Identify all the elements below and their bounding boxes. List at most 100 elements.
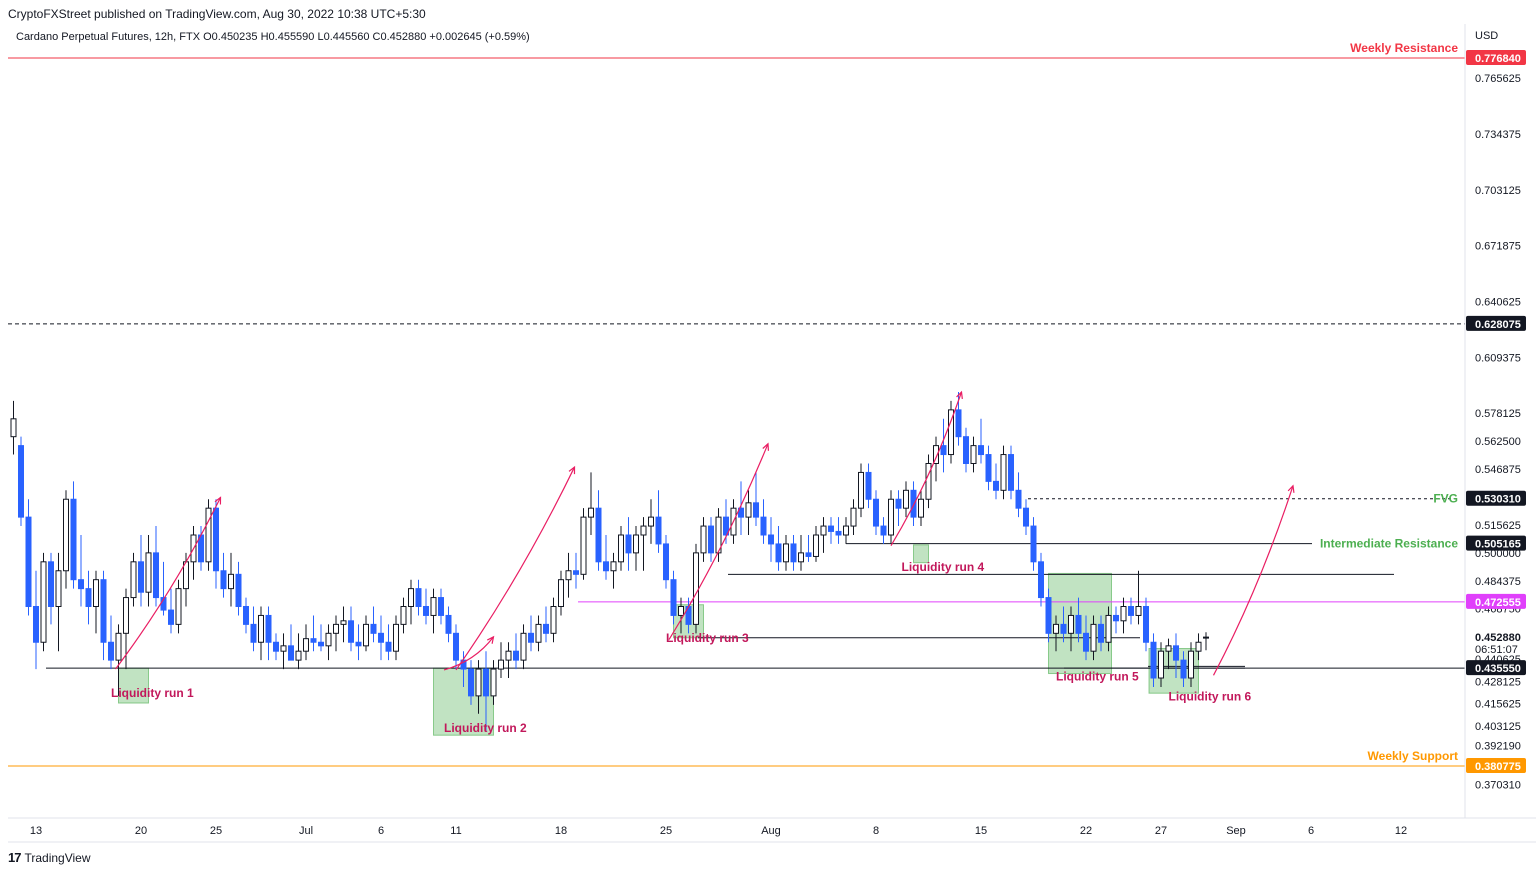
arrow-head — [568, 465, 576, 475]
candle — [865, 463, 872, 509]
arrow-path — [890, 391, 963, 547]
candle — [348, 606, 354, 652]
candle-body — [625, 534, 632, 554]
candle — [1188, 642, 1194, 687]
candle — [850, 499, 857, 535]
x-tick-label: 12 — [1395, 825, 1407, 837]
candle-body — [423, 606, 429, 616]
candle — [25, 499, 32, 616]
candle-body — [970, 445, 977, 464]
candle-body — [1105, 614, 1112, 643]
price-label-bg — [1466, 593, 1526, 609]
candle — [820, 517, 827, 553]
level-label: Intermediate Resistance — [1320, 537, 1458, 551]
candle-body — [175, 588, 182, 625]
candle-body — [438, 597, 444, 616]
candle — [603, 534, 609, 580]
candle-body — [513, 650, 519, 661]
candle-body — [130, 561, 137, 599]
candle — [633, 526, 639, 571]
candle — [828, 517, 834, 544]
price-label-text: 0.380775 — [1475, 761, 1521, 773]
price-axis-label: 0.380775 — [1466, 758, 1526, 773]
arrow-head — [214, 496, 222, 505]
candle-body — [580, 516, 587, 575]
candle-body — [670, 579, 677, 616]
candle-body — [430, 597, 437, 616]
candle — [558, 570, 564, 616]
candle-body — [1128, 606, 1134, 616]
arrow-head — [1287, 484, 1295, 493]
candle-body — [250, 623, 257, 643]
y-tick-label: 0.609375 — [1475, 352, 1521, 364]
candle-body — [1060, 623, 1067, 634]
candle-body — [693, 552, 699, 625]
trend-arrow — [890, 390, 963, 547]
price-axis-label: 0.530310 — [1466, 490, 1526, 506]
candle-body — [1135, 606, 1142, 616]
candle — [888, 490, 894, 544]
price-axis-label: 0.628075 — [1466, 315, 1526, 331]
candle-body — [1098, 623, 1104, 643]
candle-body — [610, 561, 617, 572]
arrow-head — [956, 390, 963, 400]
candle-body — [393, 623, 399, 652]
candle — [835, 517, 842, 544]
liquidity-run-label: Liquidity run 1 — [111, 686, 194, 700]
candle — [775, 526, 782, 571]
y-tick-label: 0.671875 — [1475, 241, 1521, 253]
candle — [370, 606, 377, 643]
candle — [108, 615, 114, 670]
candle-body — [1075, 614, 1082, 634]
candle-body — [1120, 606, 1127, 622]
candle — [400, 597, 407, 634]
candle — [1150, 633, 1157, 687]
candle — [78, 534, 84, 607]
candle-body — [903, 489, 909, 509]
candle-body — [355, 641, 362, 647]
tradingview-logo-icon: 17 — [8, 850, 22, 865]
candle-body — [1203, 636, 1209, 639]
x-tick-label: 18 — [555, 825, 567, 837]
candles — [10, 391, 1209, 732]
candle — [1000, 445, 1007, 500]
candle-body — [70, 498, 77, 581]
level-label: Weekly Support — [1368, 749, 1458, 763]
candle-body — [873, 498, 879, 527]
candle — [1098, 615, 1104, 652]
candle — [228, 552, 234, 607]
y-tick-label: 0.392190 — [1475, 741, 1521, 753]
candle — [663, 534, 669, 589]
candle — [708, 517, 714, 562]
candle — [618, 526, 624, 571]
candle — [880, 517, 887, 544]
candle — [978, 418, 984, 464]
candle-body — [288, 645, 294, 661]
candle — [1180, 651, 1187, 687]
candle — [273, 633, 279, 661]
candle — [738, 481, 744, 535]
level-label: Weekly Resistance — [1350, 41, 1458, 55]
candle-body — [640, 525, 647, 536]
trend-arrow — [443, 635, 495, 671]
liquidity-zone — [118, 667, 149, 704]
price-label-text: 0.452880 — [1475, 632, 1521, 644]
candle-body — [745, 502, 752, 518]
x-tick-label: 15 — [975, 825, 987, 837]
x-tick-label: 6 — [1308, 825, 1314, 837]
tradingview-logo[interactable]: 17 TradingView — [8, 850, 91, 865]
candle — [678, 597, 684, 634]
x-tick-label: Aug — [761, 825, 781, 837]
liquidity-run-label: Liquidity run 5 — [1056, 669, 1139, 683]
candle-body — [790, 543, 797, 563]
price-label-bg — [1466, 660, 1526, 676]
candle — [970, 436, 977, 473]
candle-body — [55, 570, 62, 608]
candle-body — [850, 507, 857, 527]
candle-body — [888, 498, 894, 536]
candle — [610, 552, 617, 589]
candle-body — [483, 668, 489, 697]
candle — [160, 561, 167, 616]
price-label-text: 0.505165 — [1475, 539, 1521, 551]
